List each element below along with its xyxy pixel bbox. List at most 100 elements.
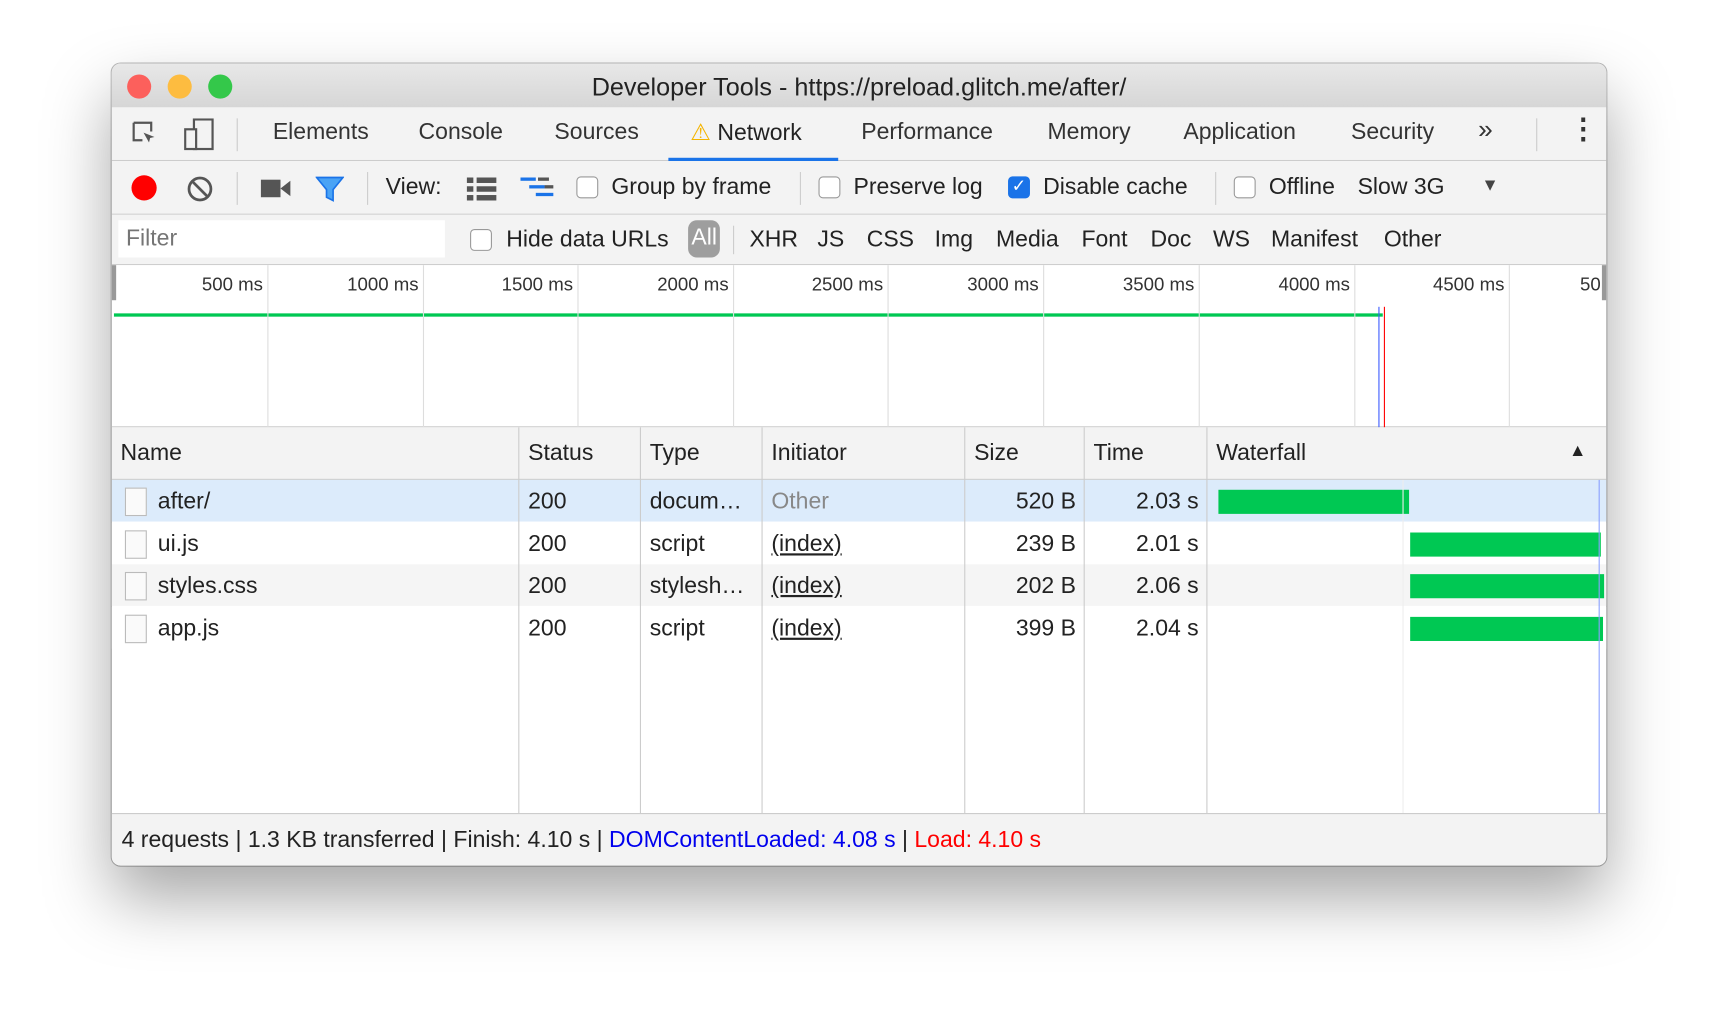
minimize-button[interactable] xyxy=(167,74,192,99)
column-size[interactable]: Size xyxy=(974,440,1019,466)
filter-type-doc[interactable]: Doc xyxy=(1150,226,1192,253)
load-time: Load: 4.10 s xyxy=(914,827,1042,853)
document-icon xyxy=(124,529,147,559)
request-name[interactable]: styles.css xyxy=(157,573,258,599)
request-status: 200 xyxy=(528,573,567,599)
overview-activity-line xyxy=(113,313,1383,317)
clear-icon[interactable] xyxy=(186,175,213,202)
tab-application[interactable]: Application xyxy=(1183,119,1296,145)
table-row[interactable]: styles.css 200 stylesh… (index) 202 B 2.… xyxy=(111,564,1607,606)
disable-cache-checkbox[interactable]: ✓ xyxy=(1008,176,1030,199)
overview-gridline xyxy=(1198,265,1200,428)
overview-gridline xyxy=(1354,265,1356,428)
overview-gridline xyxy=(1043,265,1045,428)
waterfall-bar[interactable] xyxy=(1410,574,1605,599)
overview-tick-label: 3000 ms xyxy=(967,273,1039,295)
request-initiator[interactable]: (index) xyxy=(771,530,842,557)
waterfall-bar[interactable] xyxy=(1410,616,1604,641)
overview-tick-label: 1500 ms xyxy=(501,273,574,295)
preserve-log-checkbox[interactable] xyxy=(818,176,841,199)
load-marker xyxy=(1383,306,1385,428)
filter-funnel-icon[interactable] xyxy=(315,175,345,203)
tab-sources[interactable]: Sources xyxy=(554,119,639,145)
filter-type-xhr[interactable]: XHR xyxy=(749,226,799,253)
tab-performance[interactable]: Performance xyxy=(861,119,993,145)
overview-tick-label: 2500 ms xyxy=(811,273,884,295)
tab-network[interactable]: ⚠ Network xyxy=(690,119,801,146)
column-type[interactable]: Type xyxy=(649,440,700,466)
device-toolbar-icon[interactable] xyxy=(184,118,215,151)
column-waterfall[interactable]: Waterfall xyxy=(1216,440,1307,466)
overview-tick-label: 500 ms xyxy=(201,273,263,295)
table-row[interactable]: ui.js 200 script (index) 239 B 2.01 s xyxy=(111,522,1607,564)
request-count: 4 requests xyxy=(121,827,230,853)
overview-gridline xyxy=(733,265,735,428)
waterfall-overview-icon[interactable] xyxy=(520,176,555,200)
filter-input[interactable] xyxy=(118,220,445,258)
offline-checkbox[interactable] xyxy=(1233,176,1256,199)
overview-tick-label: 50 xyxy=(1579,273,1601,295)
overview-gridline xyxy=(422,265,425,428)
filter-type-js[interactable]: JS xyxy=(817,226,845,253)
record-icon[interactable] xyxy=(131,175,157,201)
filter-type-img[interactable]: Img xyxy=(934,226,973,253)
filter-type-manifest[interactable]: Manifest xyxy=(1271,226,1358,253)
waterfall-bar[interactable] xyxy=(1410,531,1601,557)
dropdown-arrow-icon[interactable]: ▼ xyxy=(1481,176,1499,196)
timeline-overview[interactable]: 500 ms 1000 ms 1500 ms 2000 ms 2500 ms 3000 m… xyxy=(111,265,1607,428)
column-status[interactable]: Status xyxy=(528,440,594,466)
overview-gridline xyxy=(887,265,889,428)
separator: | xyxy=(596,827,603,853)
table-row[interactable]: after/ 200 docum… Other 520 B 2.03 s xyxy=(111,479,1607,522)
sort-ascending-icon[interactable]: ▲ xyxy=(1569,441,1587,461)
more-tabs-icon[interactable]: » xyxy=(1478,115,1493,145)
filter-bar: Hide data URLs All XHR JS CSS Img Media … xyxy=(111,214,1607,266)
overview-left-handle[interactable] xyxy=(111,265,117,301)
large-rows-icon[interactable] xyxy=(466,176,498,201)
overview-tick-label: 3500 ms xyxy=(1122,273,1195,295)
tab-console[interactable]: Console xyxy=(418,119,503,145)
column-initiator[interactable]: Initiator xyxy=(771,440,847,466)
request-name[interactable]: ui.js xyxy=(157,530,199,557)
table-row[interactable]: app.js 200 script (index) 399 B 2.04 s xyxy=(111,606,1607,649)
view-label: View: xyxy=(385,174,442,200)
overview-tick-label: 1000 ms xyxy=(347,273,419,295)
overview-right-handle[interactable] xyxy=(1601,265,1607,301)
waterfall-bar[interactable] xyxy=(1218,489,1410,514)
filter-type-css[interactable]: CSS xyxy=(866,226,915,253)
zoom-button[interactable] xyxy=(208,74,233,99)
request-size: 520 B xyxy=(1015,488,1076,514)
request-name[interactable]: after/ xyxy=(157,488,211,514)
document-icon xyxy=(124,614,147,643)
request-initiator: Other xyxy=(771,488,829,514)
active-tab-indicator xyxy=(668,157,839,162)
tab-memory[interactable]: Memory xyxy=(1047,119,1131,145)
status-bar: 4 requests | 1.3 KB transferred | Finish… xyxy=(111,813,1607,866)
request-initiator[interactable]: (index) xyxy=(771,615,842,641)
filter-type-other[interactable]: Other xyxy=(1383,226,1442,253)
close-button[interactable] xyxy=(127,74,152,99)
window-title: Developer Tools - https://preload.glitch… xyxy=(591,72,1127,101)
tab-network-label: Network xyxy=(717,120,802,146)
screenshot-camera-icon[interactable] xyxy=(260,178,292,200)
column-time[interactable]: Time xyxy=(1093,440,1144,466)
inspect-element-icon[interactable] xyxy=(131,121,159,149)
overview-tick-label: 4000 ms xyxy=(1278,273,1350,295)
tab-security[interactable]: Security xyxy=(1350,119,1435,145)
throttling-select[interactable]: Slow 3G xyxy=(1357,174,1445,200)
filter-type-media[interactable]: Media xyxy=(995,226,1059,253)
tab-elements[interactable]: Elements xyxy=(272,119,369,145)
separator: | xyxy=(235,827,242,853)
group-by-frame-checkbox[interactable] xyxy=(576,176,599,199)
finish-time: Finish: 4.10 s xyxy=(453,827,591,853)
request-size: 399 B xyxy=(1015,615,1076,641)
filter-type-font[interactable]: Font xyxy=(1081,226,1128,253)
filter-type-ws[interactable]: WS xyxy=(1212,226,1251,253)
kebab-menu-icon[interactable]: ⋮ xyxy=(1569,111,1598,145)
request-initiator[interactable]: (index) xyxy=(771,573,842,599)
filter-type-all[interactable]: All xyxy=(688,220,721,258)
overview-tick-label: 2000 ms xyxy=(657,273,729,295)
hide-data-urls-checkbox[interactable] xyxy=(470,229,492,251)
column-name[interactable]: Name xyxy=(120,440,182,466)
request-name[interactable]: app.js xyxy=(157,615,220,641)
